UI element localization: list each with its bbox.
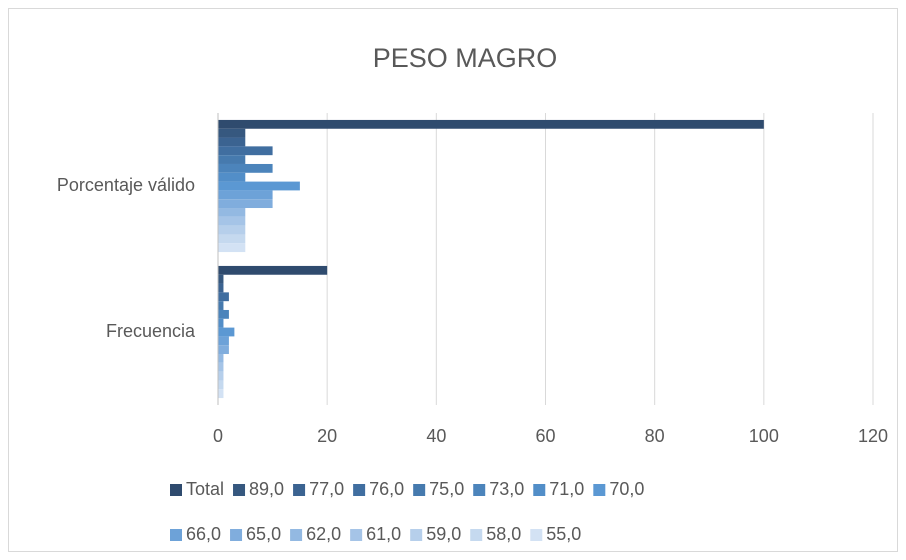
legend-swatch xyxy=(473,484,486,496)
legend-swatch xyxy=(470,529,483,541)
bar xyxy=(218,128,246,138)
x-tick-label: 0 xyxy=(213,426,223,446)
x-tick-label: 20 xyxy=(317,426,337,446)
y-tick-label: Porcentaje válido xyxy=(57,175,195,195)
bar xyxy=(218,146,273,156)
legend-label: 76,0 xyxy=(369,479,404,499)
legend-swatch xyxy=(413,484,426,496)
legend-swatch xyxy=(533,484,546,496)
bar xyxy=(218,283,224,293)
legend-label: Total xyxy=(186,479,224,499)
x-tick-label: 40 xyxy=(426,426,446,446)
bar xyxy=(218,234,246,244)
chart-title: PESO MAGRO xyxy=(373,43,558,73)
legend-label: 71,0 xyxy=(549,479,584,499)
legend-label: 65,0 xyxy=(246,524,281,544)
legend-swatch xyxy=(233,484,246,496)
bar xyxy=(218,336,229,346)
legend-swatch xyxy=(593,484,606,496)
legend-label: 70,0 xyxy=(609,479,644,499)
bar xyxy=(218,309,229,319)
legend-label: 55,0 xyxy=(546,524,581,544)
bar xyxy=(218,265,328,275)
legend-label: 66,0 xyxy=(186,524,221,544)
legend-label: 89,0 xyxy=(249,479,284,499)
bar xyxy=(218,292,229,302)
bar xyxy=(218,318,224,328)
legend-label: 62,0 xyxy=(306,524,341,544)
x-tick-label: 80 xyxy=(645,426,665,446)
y-tick-label: Frecuencia xyxy=(106,321,196,341)
bar xyxy=(218,301,224,310)
bar xyxy=(218,216,246,226)
bar xyxy=(218,163,273,173)
bar xyxy=(218,371,224,381)
x-tick-label: 100 xyxy=(749,426,779,446)
legend-swatch xyxy=(170,484,182,496)
bar xyxy=(218,190,273,200)
bar xyxy=(218,172,246,182)
legend-label: 59,0 xyxy=(426,524,461,544)
bar xyxy=(218,354,224,363)
legend-swatch xyxy=(230,529,243,541)
x-tick-label: 60 xyxy=(535,426,555,446)
bar xyxy=(218,208,246,217)
legend-label: 61,0 xyxy=(366,524,401,544)
legend-label: 77,0 xyxy=(309,479,344,499)
bar xyxy=(218,243,246,253)
x-tick-label: 120 xyxy=(858,426,888,446)
bar xyxy=(218,274,224,284)
bar xyxy=(218,181,300,191)
legend-swatch xyxy=(410,529,423,541)
bar xyxy=(218,119,764,129)
bar xyxy=(218,345,229,355)
bar xyxy=(218,137,246,147)
legend-swatch xyxy=(353,484,366,496)
legend-label: 58,0 xyxy=(486,524,521,544)
bar xyxy=(218,225,246,235)
legend-swatch xyxy=(170,529,182,541)
legend-swatch xyxy=(293,484,306,496)
legend-swatch xyxy=(290,529,303,541)
bar xyxy=(218,155,246,164)
legend-label: 75,0 xyxy=(429,479,464,499)
bar xyxy=(218,362,224,372)
bar xyxy=(218,389,224,399)
legend-label: 73,0 xyxy=(489,479,524,499)
legend-swatch xyxy=(350,529,363,541)
legend-swatch xyxy=(530,529,543,541)
bar xyxy=(218,327,235,337)
bar xyxy=(218,380,224,390)
bar xyxy=(218,199,273,209)
chart-frame xyxy=(8,8,898,552)
